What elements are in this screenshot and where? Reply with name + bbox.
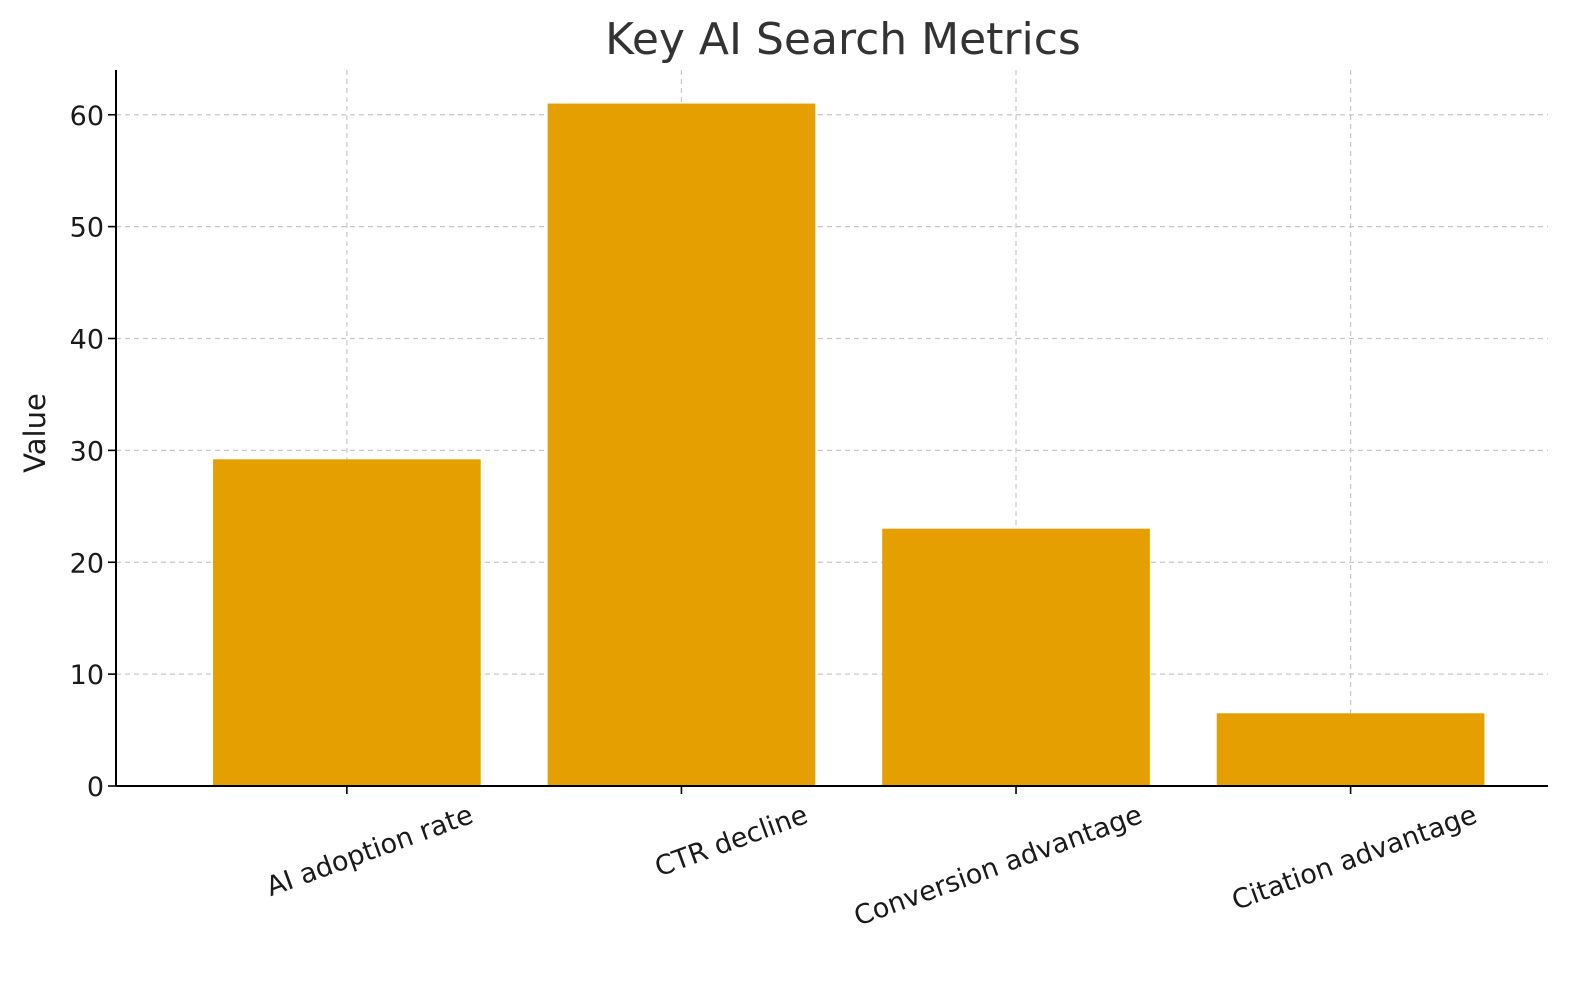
chart-title: Key AI Search Metrics [605,14,1081,65]
y-tick-label: 20 [70,548,104,579]
y-tick-label: 50 [70,213,104,244]
x-tick-label: CTR decline [651,799,812,883]
y-tick-label: 10 [70,660,104,691]
bars [213,103,1485,786]
bar [213,459,481,786]
y-tick-label: 0 [87,772,104,803]
x-tick-label: Conversion advantage [850,799,1146,932]
y-tick-label: 30 [70,436,104,467]
y-tick-label: 60 [70,101,104,132]
y-tick-label: 40 [70,325,104,356]
x-tick-label: AI adoption rate [262,799,477,903]
axes [108,70,1548,794]
bar [1216,713,1485,786]
x-tick-label: Citation advantage [1228,799,1481,916]
bar [882,528,1150,786]
y-axis-title: Value [18,393,52,473]
bar [547,103,816,786]
